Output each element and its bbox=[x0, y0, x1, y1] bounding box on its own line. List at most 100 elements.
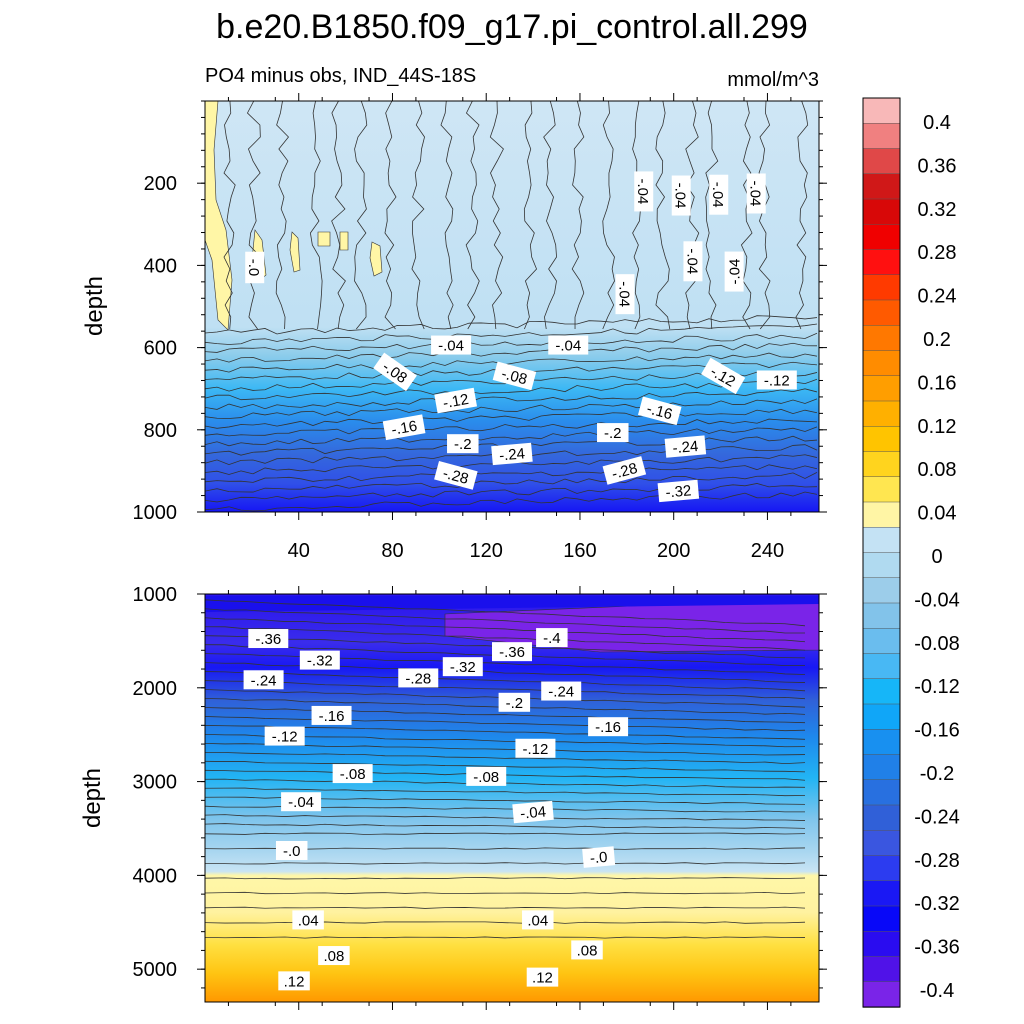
colorbar-swatch bbox=[862, 678, 901, 705]
y-tick-label: 5000 bbox=[133, 959, 178, 981]
contour-label-text: -.2 bbox=[604, 425, 622, 442]
colorbar-swatch bbox=[862, 375, 901, 402]
contour-label: -.12 bbox=[756, 370, 797, 390]
contour-label: -.12 bbox=[515, 738, 556, 758]
y-tick-label: 3000 bbox=[133, 772, 178, 794]
contour-label-text: .12 bbox=[284, 973, 305, 990]
contour-line bbox=[205, 680, 806, 700]
upper-contour-lines bbox=[205, 101, 818, 512]
contour-line bbox=[523, 101, 538, 330]
colorbar-swatch bbox=[862, 97, 901, 124]
contour-label-bg bbox=[245, 251, 265, 284]
contour-label: -.28 bbox=[398, 668, 439, 688]
contour-label-bg bbox=[526, 967, 559, 987]
contour-label: -.04 bbox=[512, 800, 554, 824]
contour-line bbox=[275, 101, 290, 330]
contour-label: -.16 bbox=[311, 705, 352, 725]
contour-line bbox=[205, 725, 806, 740]
contour-label-bg bbox=[278, 971, 310, 991]
contour-label-bg bbox=[746, 173, 766, 214]
contour-label-bg bbox=[541, 681, 582, 701]
contour-label-bg bbox=[536, 628, 568, 648]
y-tick-label: 600 bbox=[144, 338, 177, 360]
contour-label-text: -.04 bbox=[747, 181, 764, 207]
contour-label-bg bbox=[299, 650, 340, 670]
contour-label-bg bbox=[664, 435, 707, 458]
units-label: mmol/m^3 bbox=[727, 69, 819, 91]
contour-line bbox=[205, 426, 818, 447]
contour-label: .08 bbox=[318, 946, 350, 966]
colorbar-swatch bbox=[862, 173, 901, 200]
colorbar-swatch bbox=[862, 931, 901, 958]
contour-label-bg bbox=[671, 175, 691, 216]
contour-label-text: -.04 bbox=[672, 183, 689, 209]
contour-label-bg bbox=[442, 657, 483, 677]
lower-min-patch bbox=[205, 596, 819, 612]
contour-label-bg bbox=[597, 423, 629, 443]
upper-contour-labels: -.04 -.04 -.04 -.04 -.04 -.04 -.04 -.0 -.04 -.04 -… bbox=[245, 171, 797, 503]
contour-label-bg bbox=[491, 442, 533, 466]
contour-label-text: -.32 bbox=[665, 482, 692, 501]
colorbar-swatch bbox=[862, 249, 901, 276]
colorbar-swatch bbox=[862, 880, 901, 907]
contour-label-bg bbox=[492, 361, 537, 391]
colorbar-swatch bbox=[862, 198, 901, 225]
contour-label-text: -.24 bbox=[672, 438, 699, 457]
contour-label: -.04 bbox=[724, 251, 744, 292]
colorbar-label: 0.2 bbox=[923, 329, 951, 351]
contour-label-text: .04 bbox=[527, 912, 548, 929]
upper-positive-patch bbox=[317, 231, 331, 247]
contour-label: .08 bbox=[571, 940, 603, 960]
upper-positive-patch bbox=[289, 231, 301, 273]
contour-label-text: -.04 bbox=[709, 182, 726, 208]
x-tick-label: 40 bbox=[288, 540, 310, 562]
colorbar-label: -0.04 bbox=[914, 589, 960, 611]
contour-label-text: -.24 bbox=[498, 445, 525, 464]
contour-label: -.04 bbox=[615, 274, 635, 315]
colorbar-swatch bbox=[862, 527, 901, 554]
colorbar-swatch bbox=[862, 299, 901, 326]
contour-label: -.04 bbox=[683, 241, 703, 282]
contour-label-bg bbox=[582, 846, 616, 868]
contour-label: -.16 bbox=[382, 414, 426, 441]
contour-label-bg bbox=[637, 396, 682, 426]
contour-label-text: -.04 bbox=[634, 178, 651, 204]
contour-label-text: -.04 bbox=[727, 259, 744, 285]
contour-label: -.0 bbox=[582, 846, 616, 868]
contour-label: -.04 bbox=[634, 171, 654, 212]
contour-label-bg bbox=[657, 479, 700, 503]
contour-label: -.12 bbox=[264, 726, 305, 746]
contour-line bbox=[205, 877, 806, 880]
colorbar-swatch bbox=[862, 148, 901, 175]
colorbar-swatch bbox=[862, 956, 901, 983]
contour-label-bg bbox=[683, 241, 703, 282]
colorbar-label: -0.32 bbox=[914, 893, 960, 915]
y-tick-label: 4000 bbox=[133, 865, 178, 887]
contour-label-bg bbox=[248, 629, 289, 649]
contour-line bbox=[440, 101, 454, 330]
upper-field bbox=[205, 101, 819, 512]
contour-label-bg bbox=[431, 335, 472, 355]
contour-line bbox=[205, 787, 806, 797]
lower-y-axis-label: depth bbox=[79, 768, 106, 828]
y-tick-label: 400 bbox=[144, 255, 177, 277]
contour-label: -.24 bbox=[664, 435, 707, 458]
contour-label-text: -.12 bbox=[523, 741, 549, 758]
contour-label: -.04 bbox=[709, 174, 729, 215]
x-tick-label: 80 bbox=[381, 540, 403, 562]
contour-label-text: -.24 bbox=[548, 684, 574, 701]
contour-line bbox=[543, 101, 557, 330]
contour-label-text: -.32 bbox=[450, 659, 476, 676]
contour-label-bg bbox=[634, 171, 654, 212]
contour-label-text: -.08 bbox=[500, 365, 529, 388]
contour-label-bg bbox=[548, 335, 589, 355]
contour-label-text: -.12 bbox=[272, 729, 298, 746]
contour-label-text: -.36 bbox=[255, 631, 281, 648]
contour-label: -.0 bbox=[245, 251, 265, 284]
contour-line bbox=[205, 608, 806, 634]
contour-label: -.24 bbox=[243, 670, 284, 690]
contour-label: -.04 bbox=[281, 792, 322, 812]
contour-label: .04 bbox=[292, 910, 324, 930]
x-tick-label: 200 bbox=[657, 540, 690, 562]
x-tick-label: 160 bbox=[563, 540, 596, 562]
